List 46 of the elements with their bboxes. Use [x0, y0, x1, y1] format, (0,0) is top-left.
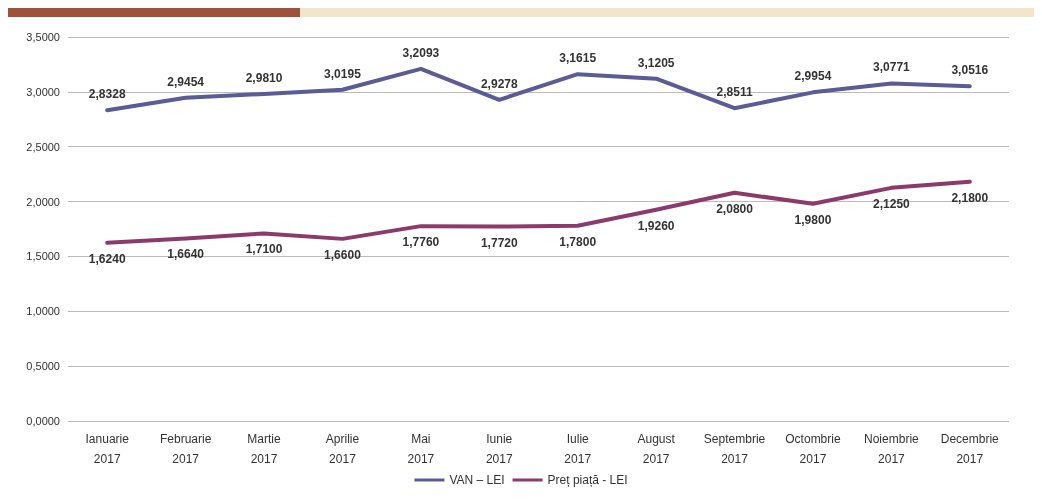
data-label: 2,1250: [873, 196, 911, 211]
data-label: 3,2093: [402, 45, 440, 60]
data-label: 2,8328: [88, 87, 126, 102]
data-label: 3,0771: [873, 60, 911, 75]
y-tick-label: 1,5000: [26, 250, 60, 263]
data-label: 3,1205: [637, 55, 675, 70]
y-tick-label: 2,0000: [26, 195, 60, 208]
x-tick-label: Februarie 2017: [159, 432, 212, 466]
x-tick-label: Noiembrie 2017: [864, 432, 920, 466]
x-tick-label: Septembrie 2017: [703, 432, 766, 466]
x-tick-label: Ianuarie 2017: [85, 432, 130, 466]
data-label: 2,9278: [480, 76, 518, 91]
data-label: 1,6600: [324, 247, 362, 262]
data-label: 3,0516: [951, 63, 989, 78]
data-label: 1,9800: [794, 212, 832, 227]
data-label: 2,9810: [245, 70, 283, 85]
x-tick-label: August 2017: [637, 432, 676, 466]
data-label: 1,6240: [88, 251, 126, 266]
data-label: 1,9260: [637, 218, 675, 233]
data-label: 1,6640: [167, 247, 205, 262]
x-tick-label: Martie 2017: [247, 432, 282, 466]
x-tick-label: Mai 2017: [407, 432, 435, 466]
data-label: 2,9954: [794, 69, 832, 84]
x-tick-label: Octombrie 2017: [785, 432, 841, 466]
data-label: 3,0195: [324, 66, 362, 81]
data-label: 2,1800: [951, 190, 989, 205]
y-tick-label: 2,5000: [26, 140, 60, 153]
data-label: 1,7100: [245, 242, 283, 257]
data-label: 1,7800: [559, 234, 597, 249]
legend-label: Preț piață - LEI: [547, 473, 628, 487]
y-tick-label: 3,5000: [26, 31, 60, 43]
y-tick-label: 3,0000: [26, 85, 60, 98]
x-tick-label: Iulie 2017: [564, 432, 592, 466]
data-label: 3,1615: [559, 51, 597, 66]
legend-label: VAN – LEI: [449, 473, 505, 487]
data-label: 2,9454: [167, 74, 205, 89]
x-tick-label: Aprilie 2017: [325, 432, 360, 466]
data-label: 2,0800: [716, 201, 754, 216]
data-label: 2,8511: [716, 85, 753, 100]
y-tick-label: 1,0000: [26, 305, 60, 318]
y-tick-label: 0,0000: [26, 415, 60, 427]
data-label: 1,7760: [402, 235, 440, 250]
x-tick-label: Iunie 2017: [485, 432, 513, 466]
y-tick-label: 0,5000: [26, 360, 60, 373]
x-tick-label: Decembrie 2017: [940, 432, 1000, 466]
data-label: 1,7720: [480, 235, 518, 250]
